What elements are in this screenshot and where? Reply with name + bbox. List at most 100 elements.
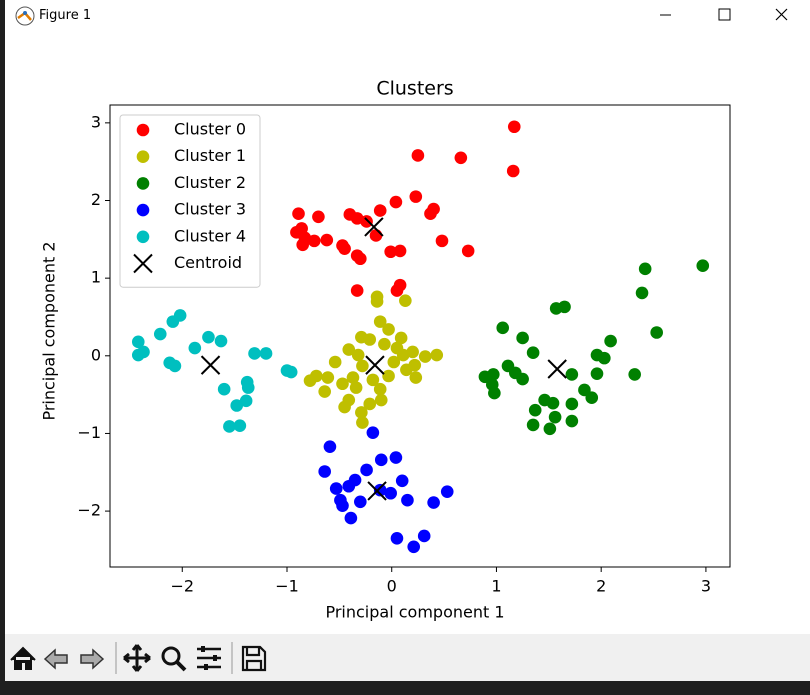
scatter-point (248, 347, 261, 360)
scatter-point (356, 416, 369, 429)
maximize-button[interactable] (718, 8, 731, 21)
scatter-point (389, 195, 403, 209)
scatter-point (153, 327, 167, 341)
centroid-marker (547, 359, 567, 379)
legend-label: Cluster 3 (174, 200, 246, 219)
scatter-point (373, 315, 387, 328)
scatter-point (349, 381, 363, 394)
window-controls (660, 8, 788, 21)
scatter-point (516, 372, 529, 386)
scatter-point (318, 465, 331, 478)
title-bar: Figure 1 (5, 0, 810, 32)
save-button[interactable] (241, 645, 267, 672)
scatter-point (321, 371, 335, 384)
scatter-point (565, 368, 579, 381)
scatter-point (440, 485, 454, 498)
scatter-point (351, 348, 365, 362)
scatter-point (526, 418, 540, 432)
centroid-marker (364, 217, 384, 237)
legend-marker (133, 253, 153, 274)
window-title: Figure 1 (39, 8, 92, 23)
scatter-point (373, 204, 387, 217)
scatter-point (307, 234, 321, 248)
scatter-point (374, 453, 388, 467)
scatter-point (354, 495, 367, 509)
configure-sliders (201, 646, 217, 670)
scatter-point (506, 164, 520, 178)
scatter-point (166, 315, 180, 328)
scatter-point (320, 233, 334, 247)
y-tick-label: 2 (91, 190, 101, 209)
scatter-point (401, 493, 414, 507)
scatter-point (338, 242, 351, 255)
scatter-point (369, 229, 383, 242)
y-axis-label: Principal component 2 (40, 241, 59, 420)
y-tick-label: 3 (91, 112, 101, 131)
back-button[interactable] (43, 648, 68, 670)
scatter-point (217, 382, 231, 396)
scatter-point (336, 499, 349, 512)
x-tick-label: 1 (491, 577, 501, 596)
scatter-point (374, 393, 388, 407)
legend-label: Centroid (174, 253, 242, 272)
scatter-point (528, 403, 542, 417)
scatter-point (292, 207, 305, 221)
y-tick-label: 0 (91, 345, 101, 364)
zoom-button[interactable] (161, 646, 181, 666)
scatter-point (546, 396, 560, 410)
scatter-point (638, 262, 652, 276)
pan-button[interactable] (123, 644, 151, 672)
scatter-point (628, 368, 641, 381)
legend-marker (136, 230, 150, 244)
scatter-point (241, 381, 255, 394)
scatter-point (131, 335, 145, 349)
legend-label: Cluster 2 (174, 173, 246, 192)
scatter-point (382, 323, 395, 336)
scatter-point (424, 207, 437, 221)
scatter-point (312, 210, 325, 224)
forward-button[interactable] (80, 648, 105, 670)
configure-button[interactable] (197, 647, 221, 669)
scatter-point (323, 440, 337, 453)
scatter-point (565, 414, 579, 428)
scatter-point (585, 391, 599, 405)
y-tick-label: −2 (77, 501, 101, 520)
zoom-handle (175, 660, 187, 672)
scatter-point (284, 365, 298, 379)
scatter-point (202, 330, 215, 344)
scatter-point (336, 377, 349, 391)
scatter-point (526, 346, 540, 359)
scatter-point (356, 359, 369, 373)
scatter-point (488, 386, 501, 400)
legend-label: Cluster 1 (174, 146, 246, 165)
scatter-point (396, 348, 410, 362)
scatter-point (373, 483, 387, 497)
x-tick-label: 2 (596, 577, 606, 596)
scatter-point (565, 397, 579, 411)
x-axis-label: Principal component 1 (325, 603, 504, 622)
legend-label: Cluster 4 (174, 226, 246, 245)
centroid-marker (367, 481, 387, 501)
scatter-point (409, 190, 423, 203)
legend-marker (136, 150, 150, 163)
y-tick-label: 1 (91, 268, 101, 287)
scatter-point (131, 348, 145, 362)
scatter-point (393, 244, 407, 258)
scatter-point (366, 426, 380, 439)
scatter-point (516, 331, 529, 345)
scatter-point (384, 245, 397, 259)
scatter-point (382, 369, 395, 383)
scatter-point (430, 348, 444, 362)
plot-frame (109, 104, 731, 568)
x-tick-label: −2 (170, 577, 194, 596)
scatter-point (366, 373, 380, 387)
scatter-point (363, 397, 377, 411)
home-button[interactable] (10, 646, 36, 670)
scatter-point (389, 451, 403, 464)
scatter-point (549, 302, 563, 315)
x-tick-label: −1 (275, 577, 299, 596)
close-button[interactable] (775, 8, 788, 21)
scatter-point (635, 286, 649, 300)
legend-marker (136, 123, 150, 137)
scatter-point (390, 531, 404, 545)
